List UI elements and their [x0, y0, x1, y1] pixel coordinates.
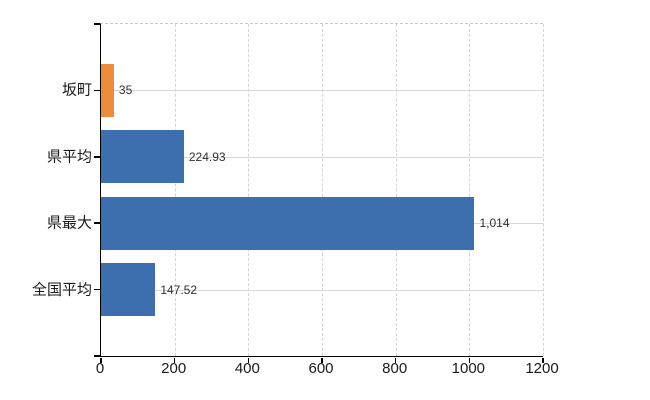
x-tick-label: 400 [234, 360, 260, 377]
x-tick-label: 600 [308, 360, 334, 377]
category-label: 全国平均 [31, 281, 92, 299]
bar-value-label: 224.93 [188, 149, 226, 164]
vertical-gridline [543, 24, 544, 356]
x-axis-tick [394, 358, 397, 363]
y-axis-tick [94, 222, 100, 224]
vertical-gridline [469, 24, 471, 356]
horizontal-gridline [101, 156, 543, 158]
x-tick-label: 200 [161, 360, 187, 377]
bar-県平均 [101, 130, 184, 184]
vertical-gridline [248, 24, 250, 356]
y-axis-tick [94, 89, 100, 92]
horizontal-gridline [101, 289, 543, 291]
x-tick-label: 0 [95, 360, 105, 377]
x-axis-tick [173, 358, 176, 363]
x-tick-label: 1200 [525, 360, 559, 377]
bar-県最大 [101, 196, 475, 250]
plot-area: 35 224.93 1,014 147.52 [94, 23, 544, 363]
vertical-gridline [174, 24, 176, 356]
category-label: 県平均 [46, 148, 92, 166]
y-axis-tick [94, 156, 100, 158]
horizontal-gridline [101, 90, 543, 92]
x-axis-tick [321, 358, 323, 363]
x-axis-tick [468, 358, 471, 363]
y-axis-tick [94, 288, 100, 291]
category-label: 県最大 [46, 214, 92, 232]
vertical-gridline [395, 24, 397, 356]
vertical-gridline [322, 24, 323, 356]
bar-value-label: 1,014 [479, 216, 510, 231]
x-axis-tick [247, 358, 250, 363]
bar-value-label: 35 [118, 83, 133, 98]
x-tick-label: 1000 [451, 360, 486, 377]
x-axis-tick [542, 358, 544, 363]
bar-value-label: 147.52 [160, 282, 198, 297]
category-label: 坂町 [61, 81, 92, 99]
bar-全国平均 [101, 263, 156, 317]
x-tick-label: 800 [382, 360, 408, 377]
y-axis-tick [94, 355, 100, 357]
bar-坂町 [101, 63, 114, 117]
y-axis-tick [94, 23, 100, 25]
x-axis-tick [100, 358, 102, 363]
